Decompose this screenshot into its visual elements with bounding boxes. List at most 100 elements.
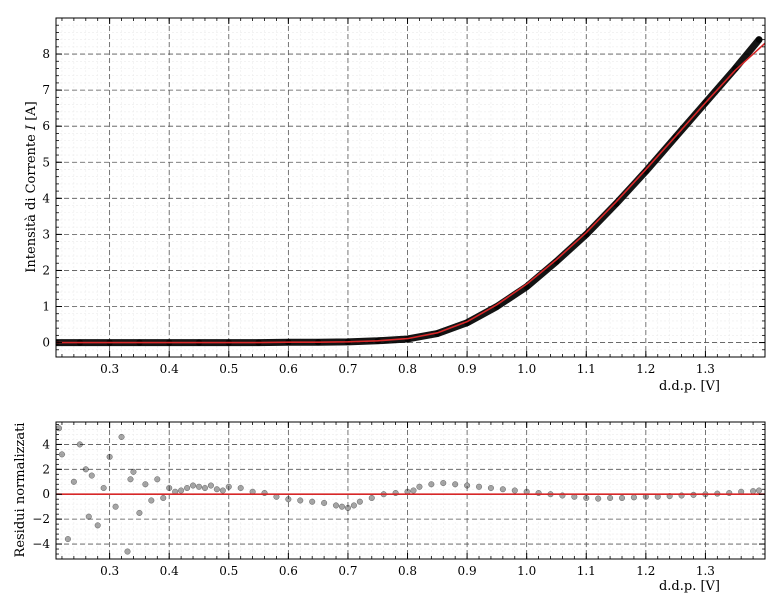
residual-point bbox=[76, 441, 83, 448]
iv-data-point bbox=[612, 200, 620, 207]
residual-point bbox=[475, 483, 483, 490]
residual-point bbox=[368, 494, 375, 502]
iv-x-tick-label: 0.9 bbox=[458, 362, 477, 376]
iv-y-label-symbol: I bbox=[24, 124, 39, 131]
residuals-y-axis-label: Residui normalizzati bbox=[13, 423, 28, 558]
residual-point bbox=[118, 433, 125, 440]
iv-y-tick-label: 5 bbox=[42, 155, 50, 169]
iv-x-tick-label: 1.1 bbox=[577, 362, 596, 376]
residual-point bbox=[332, 502, 340, 509]
residual-point bbox=[130, 468, 137, 475]
residual-point bbox=[410, 487, 417, 494]
residual-point bbox=[160, 494, 167, 502]
residual-point bbox=[499, 486, 506, 493]
residual-point bbox=[452, 481, 459, 488]
residual-point bbox=[64, 536, 71, 543]
residual-point bbox=[464, 482, 471, 489]
residual-point bbox=[201, 484, 208, 492]
iv-y-tick-label: 8 bbox=[42, 47, 50, 61]
residuals-y-tick-label: −4 bbox=[32, 537, 50, 551]
residuals-y-tick-label: −2 bbox=[32, 512, 50, 526]
residual-point bbox=[85, 513, 92, 520]
residual-point bbox=[127, 476, 134, 483]
iv-x-tick-label: 0.4 bbox=[160, 362, 179, 376]
residual-point bbox=[285, 496, 292, 503]
residuals-x-tick-label: 1.1 bbox=[577, 564, 596, 578]
residual-point bbox=[189, 482, 197, 489]
iv-y-tick-label: 4 bbox=[42, 191, 50, 205]
iv-x-axis-label: d.d.p. [V] bbox=[659, 379, 720, 394]
iv-grid bbox=[56, 17, 766, 358]
residuals-ticks: 0.3 0.4 0.5 0.6 0.7 0.8 0.9 1.0 1.1 1.2 1.3 −4 −2 0 2 4 bbox=[32, 422, 766, 578]
residuals-x-tick-label: 1.3 bbox=[696, 564, 715, 578]
residual-point bbox=[142, 481, 149, 488]
residual-point bbox=[112, 503, 119, 510]
iv-data-point bbox=[583, 231, 590, 238]
residuals-x-tick-label: 1.2 bbox=[636, 564, 655, 578]
iv-data-point bbox=[755, 36, 763, 43]
residual-point bbox=[321, 499, 328, 507]
residual-point bbox=[487, 484, 494, 492]
iv-y-tick-label: 3 bbox=[42, 227, 50, 241]
residual-point bbox=[630, 494, 637, 501]
iv-curve-panel: 0.3 0.4 0.5 0.6 0.7 0.8 0.9 1.0 1.1 1.2 1.3 0 1 2 3 4 5 6… bbox=[24, 17, 766, 394]
residuals-x-tick-label: 0.3 bbox=[100, 564, 119, 578]
residual-point bbox=[350, 502, 357, 509]
residuals-x-tick-label: 1.0 bbox=[517, 564, 536, 578]
residual-point bbox=[94, 522, 101, 529]
iv-y-tick-label: 2 bbox=[42, 263, 50, 277]
residuals-x-tick-label: 0.4 bbox=[160, 564, 179, 578]
residual-point bbox=[755, 487, 763, 494]
residual-point bbox=[106, 453, 113, 460]
residual-point bbox=[195, 483, 203, 490]
residuals-x-tick-label: 0.5 bbox=[219, 564, 238, 578]
residuals-y-tick-label: 4 bbox=[42, 437, 50, 451]
residual-point bbox=[511, 487, 518, 494]
iv-data-point bbox=[553, 258, 560, 265]
iv-y-label-prefix: Intensità di Corrente bbox=[24, 130, 39, 273]
residual-point bbox=[344, 504, 351, 511]
residual-point bbox=[124, 548, 131, 555]
residual-point bbox=[88, 472, 95, 479]
residuals-x-tick-label: 0.9 bbox=[458, 564, 477, 578]
residuals-x-axis-label: d.d.p. [V] bbox=[659, 579, 720, 594]
residual-point bbox=[154, 476, 161, 483]
iv-x-tick-label: 1.2 bbox=[636, 362, 655, 376]
residuals-panel: 0.3 0.4 0.5 0.6 0.7 0.8 0.9 1.0 1.1 1.2 1.3 −4 −2 0 2 4… bbox=[13, 421, 766, 594]
iv-x-tick-label: 0.8 bbox=[398, 362, 417, 376]
iv-x-tick-label: 0.3 bbox=[100, 362, 119, 376]
iv-axes-frame bbox=[55, 17, 766, 358]
iv-fit-line bbox=[56, 42, 765, 344]
residual-point bbox=[213, 486, 220, 493]
iv-y-tick-label: 6 bbox=[42, 119, 50, 133]
residuals-x-tick-label: 0.6 bbox=[279, 564, 298, 578]
residual-point bbox=[207, 482, 214, 489]
residual-point bbox=[82, 466, 89, 473]
residual-point bbox=[148, 497, 155, 504]
iv-data-point bbox=[642, 168, 650, 175]
residual-point bbox=[225, 483, 232, 490]
iv-data-point bbox=[732, 65, 739, 72]
residuals-y-tick-label: 0 bbox=[42, 487, 50, 501]
iv-x-tick-label: 1.3 bbox=[696, 362, 715, 376]
residual-point bbox=[166, 484, 173, 492]
iv-x-tick-label: 0.7 bbox=[338, 362, 357, 376]
iv-ticks: 0.3 0.4 0.5 0.6 0.7 0.8 0.9 1.0 1.1 1.2 1.3 0 1 2 3 4 5 6… bbox=[42, 17, 766, 376]
residuals-y-tick-label: 2 bbox=[42, 462, 50, 476]
residual-point bbox=[136, 509, 143, 516]
residual-point bbox=[607, 494, 614, 502]
residual-point bbox=[440, 479, 447, 487]
residuals-x-tick-label: 0.8 bbox=[398, 564, 417, 578]
residual-point bbox=[416, 483, 423, 490]
iv-x-tick-label: 0.5 bbox=[219, 362, 238, 376]
residual-point bbox=[184, 484, 191, 492]
iv-series-layer bbox=[56, 36, 765, 347]
residual-point bbox=[58, 451, 66, 458]
residual-point bbox=[70, 478, 77, 485]
residual-point bbox=[100, 484, 107, 492]
iv-y-tick-label: 0 bbox=[42, 336, 50, 350]
residuals-x-tick-label: 0.7 bbox=[338, 564, 357, 578]
residual-point bbox=[309, 498, 316, 505]
